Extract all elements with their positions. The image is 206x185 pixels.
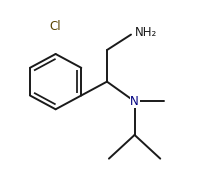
Text: Cl: Cl — [50, 20, 61, 33]
Text: NH₂: NH₂ — [135, 26, 157, 39]
Text: N: N — [130, 95, 139, 108]
